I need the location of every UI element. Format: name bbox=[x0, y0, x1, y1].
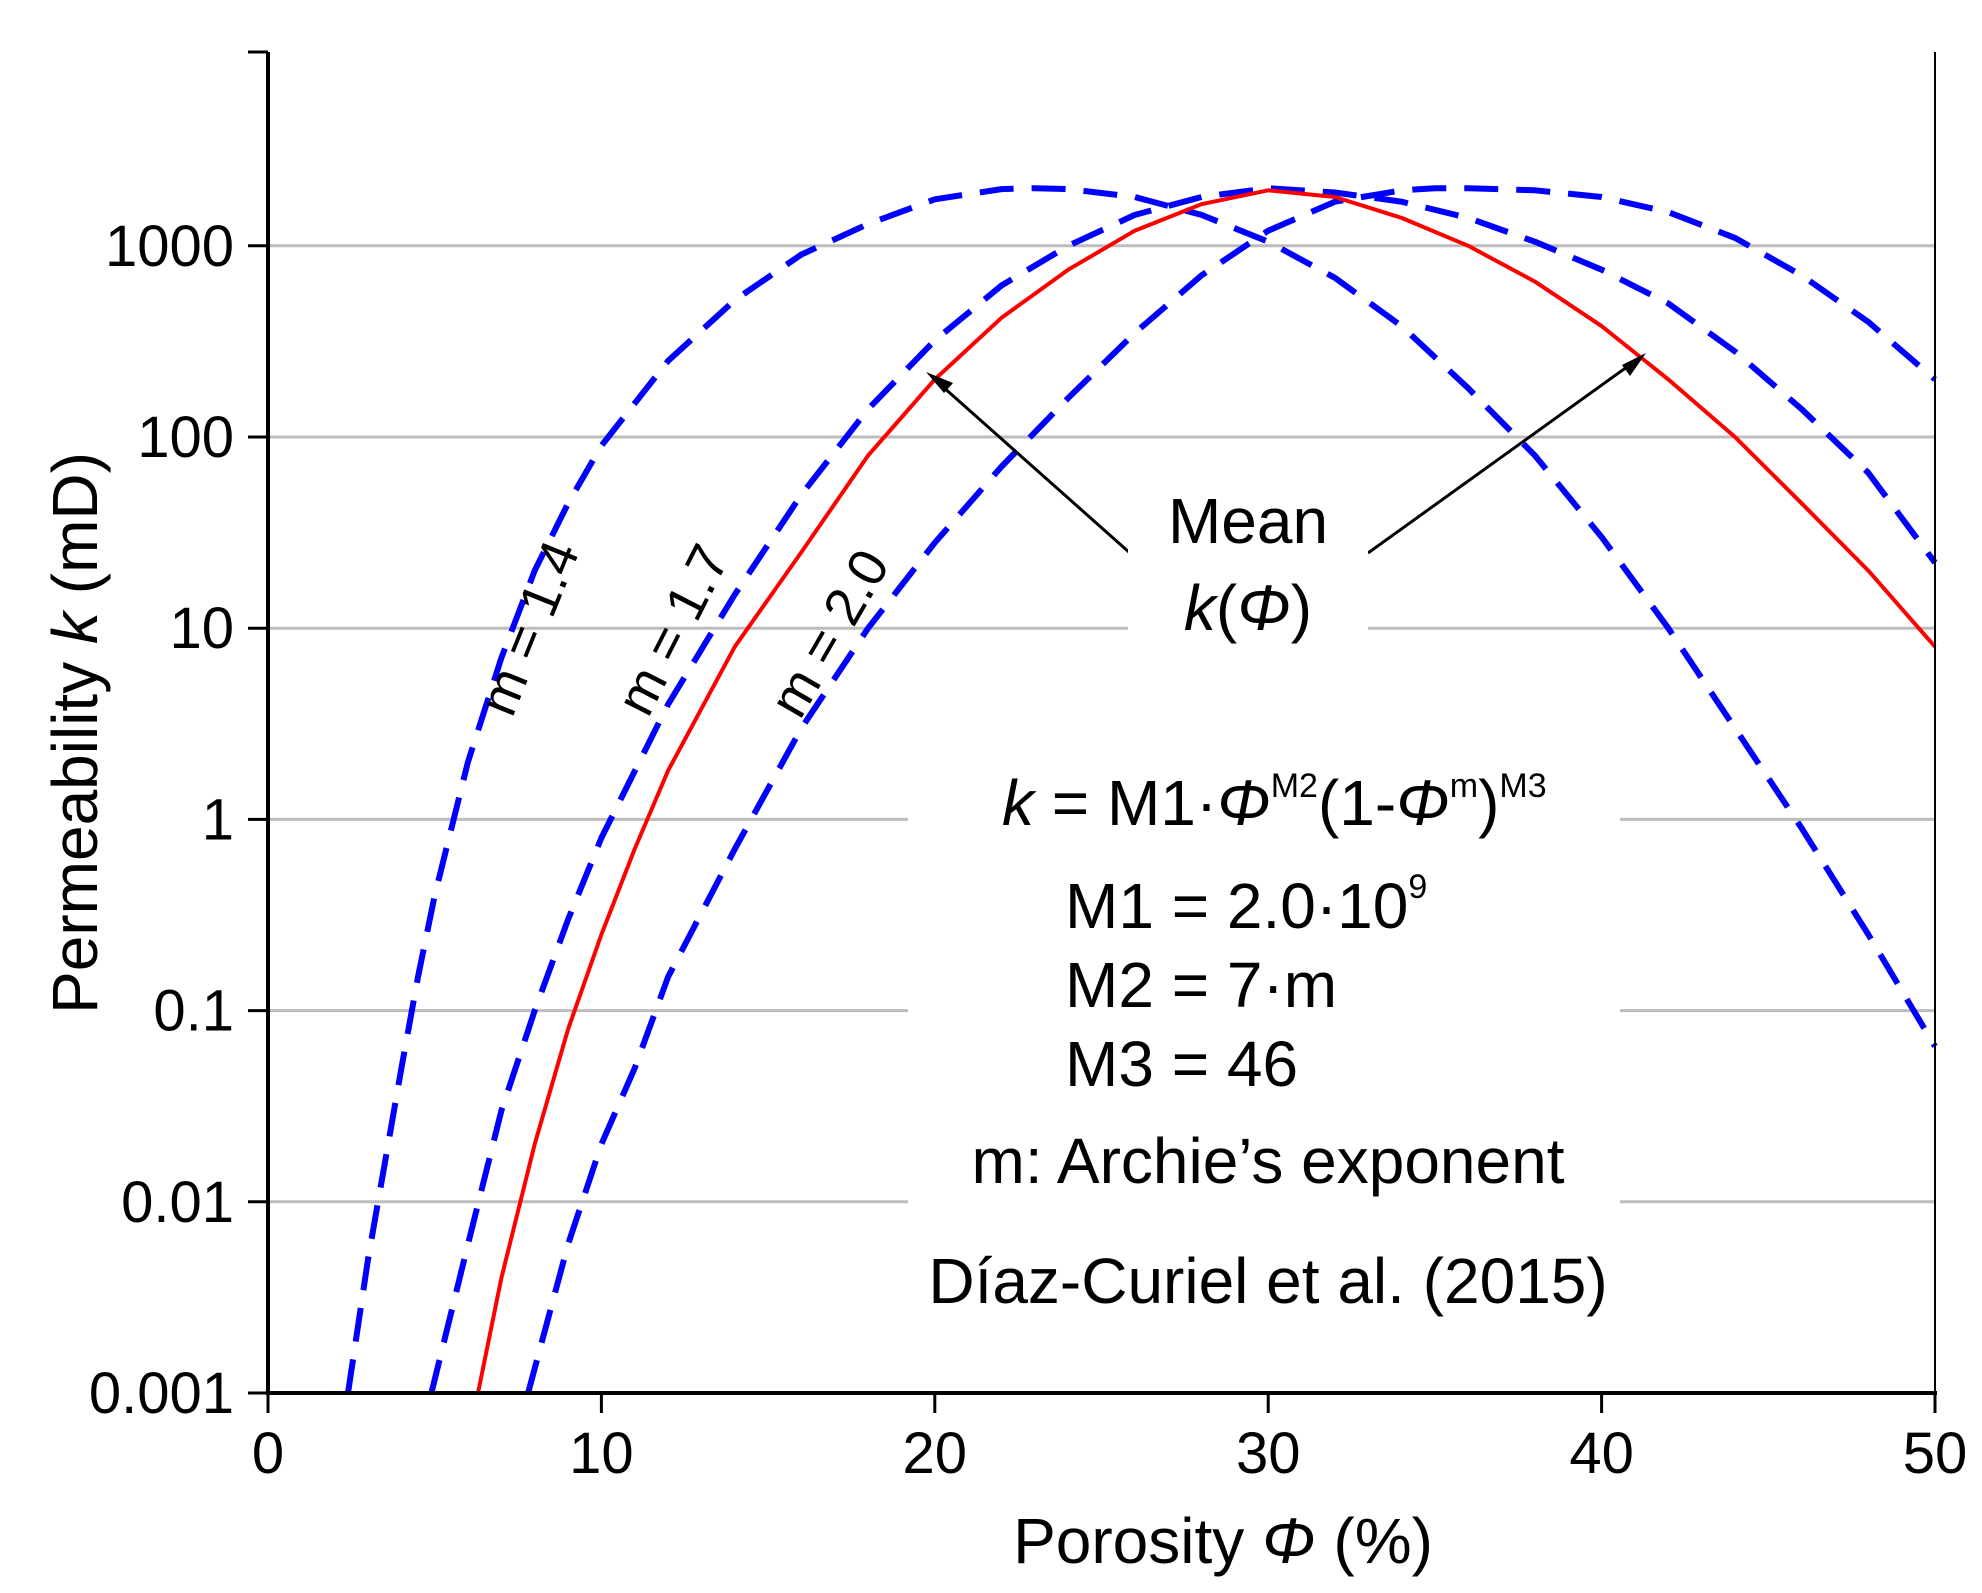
x-tick-label-40: 40 bbox=[1569, 1421, 1634, 1486]
m-definition-text: m: Archie’s exponent bbox=[972, 1125, 1565, 1197]
x-tick-label-0: 0 bbox=[252, 1421, 284, 1486]
curve-label-m20: m = 2.0 bbox=[758, 540, 901, 727]
m1-text: M1 = 2.0·109 bbox=[1065, 868, 1427, 942]
x-tick-label-50: 50 bbox=[1903, 1421, 1968, 1486]
formula-box-bg bbox=[908, 760, 1620, 1330]
arrow-right-head bbox=[1622, 353, 1646, 376]
series-line-1 bbox=[428, 185, 1938, 1394]
y-axis-title: Permeability k (mD) bbox=[39, 452, 111, 1014]
m2-text: M2 = 7·m bbox=[1065, 949, 1337, 1021]
axes bbox=[266, 52, 1937, 1395]
y-tick-label-0.001: 0.001 bbox=[89, 1361, 234, 1426]
series-line-2 bbox=[525, 185, 1937, 1394]
y-tick-label-0.01: 0.01 bbox=[121, 1170, 234, 1235]
x-axis-title: Porosity Φ (%) bbox=[1013, 1505, 1433, 1577]
series-line-0 bbox=[345, 185, 1938, 1394]
y-tick-label-10: 10 bbox=[169, 596, 234, 661]
mean-label-line1: Mean bbox=[1168, 485, 1328, 557]
y-tick-label-1000: 1000 bbox=[105, 214, 234, 279]
formula-text: k = M1·ΦM2(1-Φm)M3 bbox=[1002, 767, 1547, 839]
y-tick-label-100: 100 bbox=[137, 405, 234, 470]
source-text: Díaz-Curiel et al. (2015) bbox=[928, 1245, 1607, 1317]
x-tick-label-20: 20 bbox=[903, 1421, 968, 1486]
series-line-3 bbox=[476, 188, 1937, 1394]
y-tick-label-0.1: 0.1 bbox=[153, 979, 234, 1044]
x-tick-label-30: 30 bbox=[1236, 1421, 1301, 1486]
series-layer bbox=[345, 185, 1938, 1394]
mean-label-bg bbox=[1128, 480, 1368, 650]
y-ticks: 0.001 0.01 0.1 1 10 100 1000 bbox=[89, 50, 268, 1426]
y-tick-label-1: 1 bbox=[202, 787, 234, 852]
arrow-left-line bbox=[932, 376, 1131, 555]
mean-label-line2: k(Φ) bbox=[1184, 572, 1312, 644]
arrow-right-line bbox=[1367, 357, 1639, 555]
annotation-arrows bbox=[926, 353, 1646, 555]
arrow-left-head bbox=[926, 372, 953, 393]
x-ticks: 0 10 20 30 40 50 bbox=[252, 1393, 1967, 1486]
x-tick-label-10: 10 bbox=[569, 1421, 634, 1486]
m3-text: M3 = 46 bbox=[1065, 1028, 1298, 1100]
